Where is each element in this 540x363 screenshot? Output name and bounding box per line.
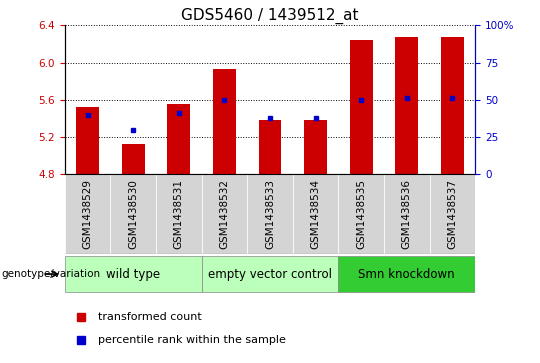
Bar (384, 174, 430, 254)
Text: GSM1438535: GSM1438535 (356, 179, 366, 249)
Bar (293, 174, 339, 254)
Text: GSM1438537: GSM1438537 (448, 179, 457, 249)
Bar (259, 120, 281, 174)
Text: empty vector control: empty vector control (208, 268, 332, 281)
Text: Smn knockdown: Smn knockdown (359, 268, 455, 281)
Text: GSM1438531: GSM1438531 (174, 179, 184, 249)
Bar (110, 174, 156, 254)
Text: percentile rank within the sample: percentile rank within the sample (98, 335, 286, 346)
Bar (201, 256, 339, 292)
Bar (339, 174, 384, 254)
Bar (430, 174, 475, 254)
Bar (441, 37, 464, 174)
Text: GSM1438534: GSM1438534 (310, 179, 321, 249)
Text: GSM1438530: GSM1438530 (128, 179, 138, 249)
Bar (350, 40, 373, 174)
Text: GSM1438529: GSM1438529 (83, 179, 92, 249)
Text: GSM1438533: GSM1438533 (265, 179, 275, 249)
Bar (201, 174, 247, 254)
Bar (247, 174, 293, 254)
Title: GDS5460 / 1439512_at: GDS5460 / 1439512_at (181, 8, 359, 24)
Text: transformed count: transformed count (98, 311, 201, 322)
Text: wild type: wild type (106, 268, 160, 281)
Text: genotype/variation: genotype/variation (2, 269, 101, 279)
Bar (339, 256, 475, 292)
Bar (156, 174, 201, 254)
Bar (122, 144, 145, 174)
Bar (395, 37, 418, 174)
Bar (65, 256, 201, 292)
Bar (65, 174, 110, 254)
Text: GSM1438532: GSM1438532 (219, 179, 230, 249)
Bar (304, 120, 327, 174)
Bar (76, 107, 99, 174)
Text: GSM1438536: GSM1438536 (402, 179, 412, 249)
Bar (213, 69, 236, 174)
Bar (167, 103, 190, 174)
